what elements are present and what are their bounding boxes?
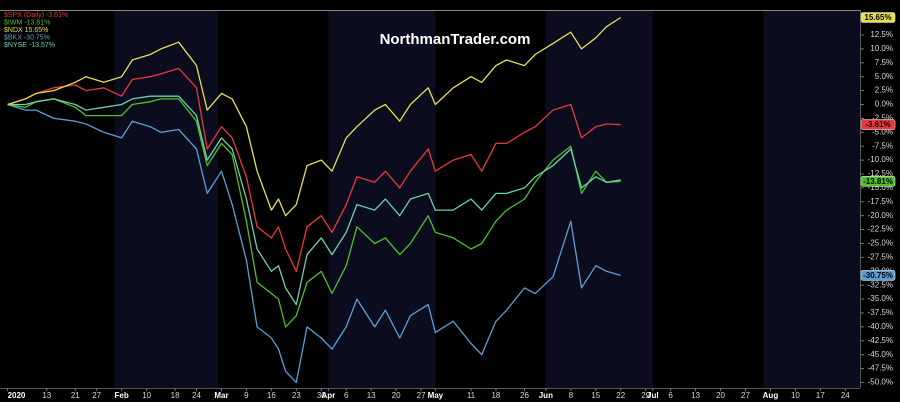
series-line [7, 16, 622, 217]
end-tag-label: 15.65% [864, 13, 891, 22]
month-band [763, 10, 860, 388]
x-tick-label: 9 [244, 391, 249, 400]
month-band [545, 10, 653, 388]
x-tick-label: 6 [344, 391, 349, 400]
x-tick-label: 22 [616, 391, 625, 400]
x-tick-label: 8 [569, 391, 574, 400]
x-tick-label: Mar [214, 391, 228, 400]
series-line [7, 103, 621, 384]
y-tick-label: -50.0% [868, 378, 893, 387]
x-tick-label: 15 [591, 391, 600, 400]
x-tick-label: 16 [267, 391, 276, 400]
y-tick-label: -10.0% [868, 155, 893, 164]
y-tick-label: -2.5% [872, 114, 893, 123]
y-tick-label: -20.0% [868, 211, 893, 220]
month-bands [114, 10, 860, 388]
y-tick-label: -47.5% [868, 364, 893, 373]
x-tick-label: 6 [668, 391, 673, 400]
x-tick-label: Apr [322, 391, 336, 400]
end-tag-label: -3.61% [865, 120, 890, 129]
end-tag-label: -13.81% [863, 177, 893, 186]
x-tick-label: Feb [115, 391, 129, 400]
legend-entry: $SPX (Daily) -3.61% [4, 12, 68, 19]
y-tick-label: -45.0% [868, 350, 893, 359]
y-tick-label: 10.0% [870, 44, 893, 53]
y-tick-label: -27.5% [868, 252, 893, 261]
series-line [7, 67, 621, 272]
plot: 12.5% 10.0% 7.5% 5.0% 2.5% 0.0% -2.5% -5.0% -7.5… [4, 12, 896, 400]
x-tick-label: 2020 [8, 391, 26, 400]
legend-entry: $BKX -30.75% [4, 34, 50, 41]
x-tick-label: 20 [392, 391, 401, 400]
y-tick-label: -15.0% [868, 183, 893, 192]
y-tick-label: 2.5% [875, 86, 893, 95]
x-tick-label: 17 [816, 391, 825, 400]
legend-entry: $NDX 15.65% [4, 27, 48, 34]
y-tick-label: 5.0% [875, 72, 893, 81]
x-tick-label: Jul [647, 391, 659, 400]
x-tick-label: 27 [741, 391, 750, 400]
x-tick-label: 10 [791, 391, 800, 400]
legend-entry: $NYSE -13.57% [4, 42, 55, 49]
y-tick-label: 12.5% [870, 30, 893, 39]
x-tick-label: 30 [317, 391, 326, 400]
y-tick-label: 0.0% [875, 100, 893, 109]
legend-entry: $IWM -13.81% [4, 19, 50, 26]
y-tick-label: 7.5% [875, 58, 893, 67]
end-tag [860, 175, 896, 187]
y-tick-label: -12.5% [868, 169, 893, 178]
series-line [7, 98, 621, 328]
y-tick-label: -22.5% [868, 225, 893, 234]
y-tick-label: -37.5% [868, 308, 893, 317]
x-tick-label: 13 [367, 391, 376, 400]
x-tick-label: Jun [539, 391, 553, 400]
x-tick-label: 27 [417, 391, 426, 400]
y-tick-label: -5.0% [872, 127, 893, 136]
y-tick-label: -17.5% [868, 197, 893, 206]
x-tick-label: 27 [92, 391, 101, 400]
x-tick-label: 23 [292, 391, 301, 400]
x-tick-label: 20 [716, 391, 725, 400]
x-tick-label: 24 [192, 391, 201, 400]
series-line [7, 95, 621, 306]
x-tick-label: 18 [171, 391, 180, 400]
y-tick-label: -42.5% [868, 336, 893, 345]
x-tick-label: May [428, 391, 444, 400]
y-tick-label: -32.5% [868, 280, 893, 289]
y-tick-label: -25.0% [868, 239, 893, 248]
month-band [114, 10, 218, 388]
x-tick-label: Aug [763, 391, 779, 400]
end-tag [860, 12, 896, 23]
y-tick-label: -7.5% [872, 141, 893, 150]
x-tick-label: 18 [491, 391, 500, 400]
x-tick-label: 11 [467, 391, 476, 400]
x-tick-label: 26 [520, 391, 529, 400]
x-tick-label: 21 [71, 391, 80, 400]
x-tick-label: 29 [641, 391, 650, 400]
end-tag-label: -30.75% [863, 271, 893, 280]
x-tick-label: 10 [142, 391, 151, 400]
x-tick-label: 13 [42, 391, 51, 400]
x-tick-label: 13 [691, 391, 700, 400]
end-tag [860, 270, 896, 281]
x-tick-label: 24 [841, 391, 850, 400]
month-band [328, 10, 436, 388]
end-tag [860, 119, 896, 130]
y-tick-label: -35.0% [868, 294, 893, 303]
watermark: NorthmanTrader.com [380, 31, 531, 48]
y-tick-label: -40.0% [868, 322, 893, 331]
